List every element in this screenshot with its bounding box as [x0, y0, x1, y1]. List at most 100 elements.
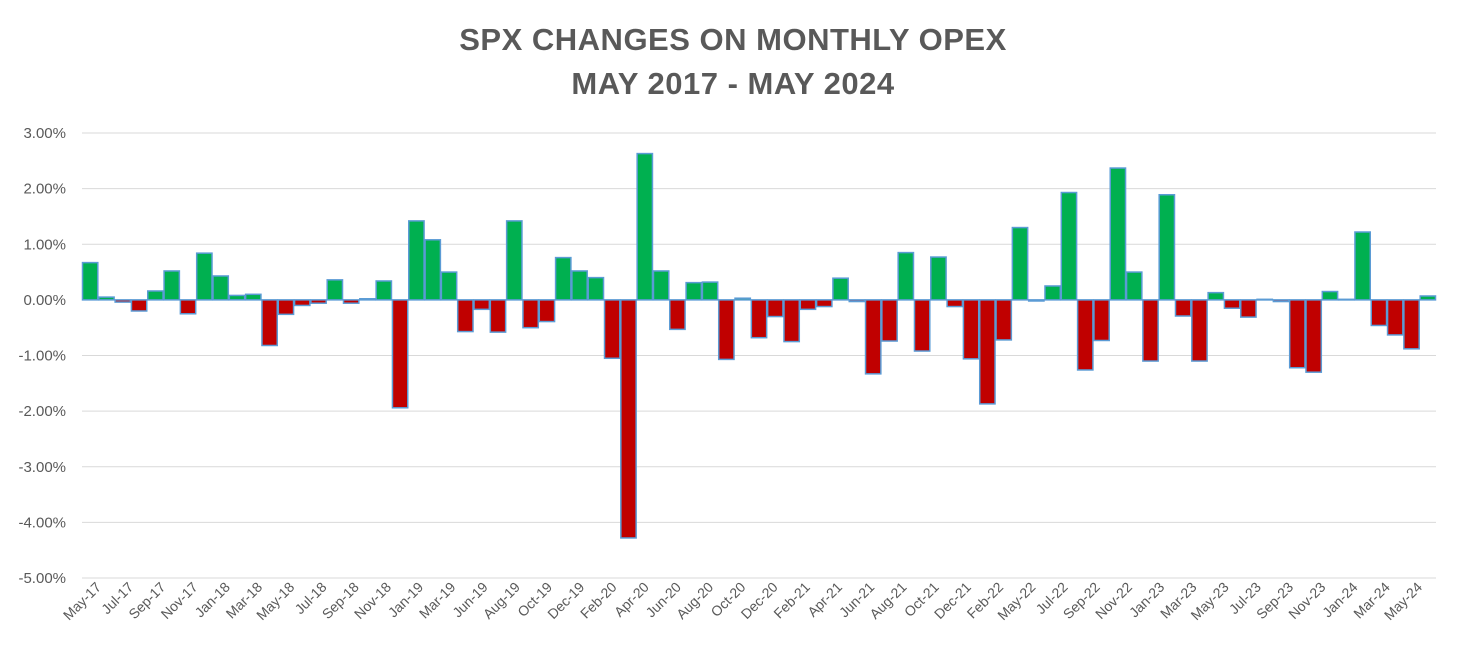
bar: [620, 299, 637, 539]
bar: [603, 299, 621, 360]
bar: [1256, 298, 1274, 301]
bar: [1370, 299, 1388, 327]
bar: [310, 299, 327, 304]
bar: [1272, 299, 1290, 303]
bar: [1125, 271, 1143, 301]
bar: [342, 299, 360, 304]
y-tick-label: 3.00%: [23, 125, 66, 142]
bar: [962, 299, 980, 360]
bar: [930, 256, 947, 301]
bar: [815, 299, 833, 308]
bar: [750, 299, 768, 339]
bar: [636, 152, 654, 301]
y-tick-label: -3.00%: [18, 459, 66, 476]
y-tick-label: -4.00%: [18, 514, 66, 531]
bar: [587, 276, 605, 301]
bar: [261, 299, 279, 347]
bars: [81, 152, 1437, 539]
y-tick-label: -1.00%: [18, 348, 66, 365]
bar: [1142, 299, 1159, 362]
bar: [1158, 193, 1176, 301]
bar: [1207, 291, 1225, 301]
x-tick-label: Aug-19: [480, 579, 523, 622]
bar: [995, 299, 1013, 341]
y-tick-label: -2.00%: [18, 403, 66, 420]
bar: [848, 299, 866, 303]
bar: [1027, 299, 1045, 302]
bar: [98, 296, 115, 301]
chart-title: SPX CHANGES ON MONTHLY OPEX: [459, 22, 1007, 57]
x-tick-label: Nov-17: [158, 579, 201, 622]
bar: [1011, 226, 1029, 301]
bar: [473, 299, 491, 311]
gridlines: [82, 132, 1436, 579]
x-tick-label: Aug-20: [673, 579, 716, 622]
bar: [456, 299, 474, 333]
y-tick-label: 2.00%: [23, 181, 66, 198]
bar: [717, 299, 735, 361]
bar: [685, 281, 703, 301]
bar: [212, 275, 230, 301]
bar: [1419, 295, 1437, 301]
bar: [81, 261, 99, 301]
bar: [701, 281, 719, 301]
x-tick-label: Feb-21: [770, 579, 813, 622]
bar: [897, 251, 915, 301]
bar: [163, 270, 181, 301]
bar: [293, 299, 311, 307]
bar: [913, 299, 931, 352]
bar: [554, 256, 572, 301]
bar: [1239, 299, 1257, 318]
bar: [179, 299, 197, 315]
bar: [1386, 299, 1404, 336]
bar: [359, 298, 376, 301]
bar: [1109, 167, 1127, 301]
bar: [669, 299, 686, 331]
bar: [114, 299, 132, 303]
x-tick-label: Feb-20: [577, 579, 620, 622]
bar: [1403, 299, 1420, 350]
y-tick-label: 1.00%: [23, 236, 66, 253]
bar: [1288, 299, 1306, 369]
bar: [1060, 191, 1078, 301]
x-tick-label: Nov-18: [351, 579, 394, 622]
bar: [408, 220, 425, 301]
bar: [864, 299, 882, 375]
bar: [1337, 298, 1355, 301]
bar: [1354, 231, 1371, 301]
bar: [1305, 299, 1323, 373]
bar: [1223, 299, 1241, 309]
bar: [375, 280, 393, 301]
bar: [277, 299, 295, 316]
bar: [832, 277, 849, 301]
bar: [391, 299, 409, 409]
bar: [538, 299, 556, 323]
bar: [766, 299, 784, 318]
bar: [881, 299, 898, 342]
bar: [1321, 290, 1339, 301]
bar: [424, 239, 442, 301]
bar: [505, 220, 523, 301]
x-tick-label: Nov-23: [1285, 579, 1328, 622]
bar: [571, 270, 588, 301]
bar: [1044, 285, 1062, 301]
bar: [783, 299, 801, 343]
y-tick-label: 0.00%: [23, 292, 66, 309]
x-tick-label: Mar-19: [416, 579, 459, 622]
bar: [195, 252, 213, 301]
bar: [1174, 299, 1192, 317]
bar: [326, 279, 344, 301]
bar: [1076, 299, 1094, 371]
bar: [799, 299, 817, 311]
bar: [652, 270, 670, 301]
bar: [228, 294, 246, 301]
bar: [1191, 299, 1208, 362]
bar: [130, 299, 148, 312]
x-axis-labels: May-17Jul-17Sep-17Nov-17Jan-18Mar-18May-…: [60, 579, 1425, 623]
bar: [734, 297, 752, 301]
bar: [978, 299, 996, 405]
bar: [440, 271, 458, 301]
bar: [522, 299, 540, 329]
bar: [1093, 299, 1110, 342]
